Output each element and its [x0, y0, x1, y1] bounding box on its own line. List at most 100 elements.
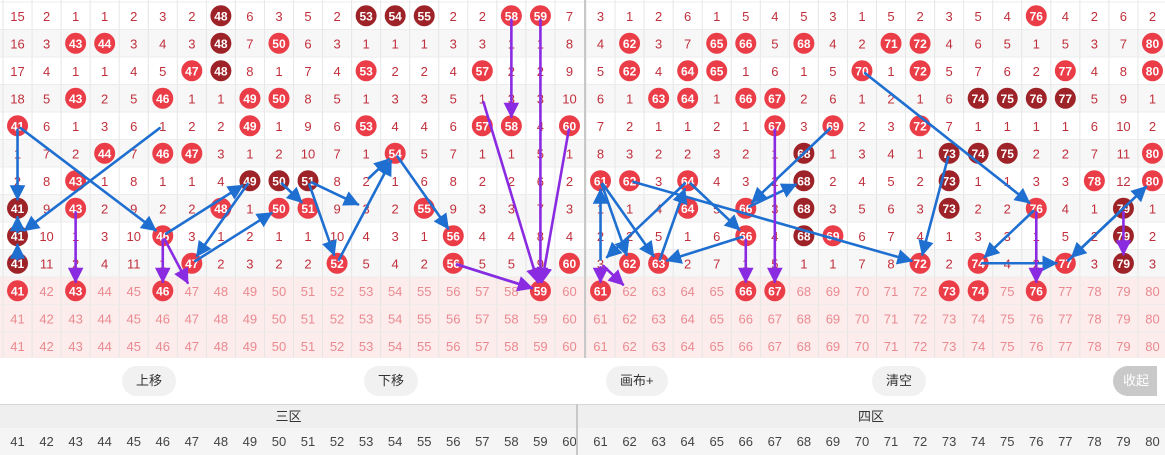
cell-number[interactable]: 2 — [655, 146, 662, 161]
number-ball[interactable] — [909, 252, 931, 274]
cell-number[interactable]: 3 — [421, 91, 428, 106]
cell-number[interactable]: 6 — [1091, 119, 1098, 134]
number-ball[interactable] — [1141, 170, 1163, 192]
cell-number[interactable]: 54 — [388, 339, 402, 354]
cell-number[interactable]: 1 — [1149, 201, 1156, 216]
cell-number[interactable]: 6 — [829, 91, 836, 106]
cell-number[interactable]: 3 — [887, 119, 894, 134]
number-ball[interactable] — [677, 87, 699, 109]
number-ball[interactable] — [152, 87, 174, 109]
number-ball[interactable] — [297, 170, 319, 192]
cell-number[interactable]: 2 — [655, 9, 662, 24]
cell-number[interactable]: 8 — [304, 91, 311, 106]
cell-number[interactable]: 6 — [713, 229, 720, 244]
cell-number[interactable]: 2 — [246, 229, 253, 244]
number-ball[interactable] — [967, 252, 989, 274]
number-ball[interactable] — [1025, 280, 1047, 302]
cell-number[interactable]: 3 — [450, 36, 457, 51]
number-ball[interactable] — [239, 87, 261, 109]
cell-number[interactable]: 56 — [446, 284, 460, 299]
number-ball[interactable] — [793, 32, 815, 54]
cell-number[interactable]: 48 — [214, 284, 228, 299]
cell-number[interactable]: 58 — [504, 284, 518, 299]
cell-number[interactable]: 61 — [593, 339, 607, 354]
cell-number[interactable]: 8 — [43, 174, 50, 189]
cell-number[interactable]: 8 — [450, 174, 457, 189]
cell-number[interactable]: 4 — [1062, 9, 1069, 24]
cell-number[interactable]: 11 — [1117, 146, 1131, 161]
cell-number[interactable]: 4 — [916, 229, 923, 244]
cell-number[interactable]: 69 — [826, 311, 840, 326]
cell-number[interactable]: 7 — [975, 64, 982, 79]
cell-number[interactable]: 4 — [392, 256, 399, 271]
cell-number[interactable]: 79 — [1116, 339, 1130, 354]
cell-number[interactable]: 4 — [392, 119, 399, 134]
cell-number[interactable]: 1 — [188, 91, 195, 106]
cell-number[interactable]: 3 — [713, 146, 720, 161]
cell-number[interactable]: 2 — [101, 91, 108, 106]
cell-number[interactable]: 1 — [101, 64, 108, 79]
footer-number[interactable]: 74 — [970, 434, 986, 449]
cell-number[interactable]: 2 — [479, 9, 486, 24]
cell-number[interactable]: 68 — [797, 339, 811, 354]
cell-number[interactable]: 1 — [1062, 119, 1069, 134]
cell-number[interactable]: 10 — [39, 229, 53, 244]
number-ball[interactable] — [239, 115, 261, 137]
cell-number[interactable]: 1 — [363, 146, 370, 161]
cell-number[interactable]: 2 — [742, 146, 749, 161]
cell-number[interactable]: 6 — [858, 229, 865, 244]
number-ball[interactable] — [65, 170, 87, 192]
footer-number[interactable]: 58 — [504, 434, 519, 449]
cell-number[interactable]: 4 — [597, 36, 604, 51]
cell-number[interactable]: 1 — [421, 36, 428, 51]
cell-number[interactable]: 5 — [800, 9, 807, 24]
cell-number[interactable]: 1 — [800, 64, 807, 79]
cell-number[interactable]: 1 — [246, 201, 253, 216]
cell-number[interactable]: 2 — [421, 64, 428, 79]
cell-number[interactable]: 63 — [651, 311, 665, 326]
footer-number[interactable]: 64 — [680, 434, 695, 449]
cell-number[interactable]: 8 — [1120, 64, 1127, 79]
cell-number[interactable]: 1 — [421, 229, 428, 244]
number-ball[interactable] — [677, 60, 699, 82]
cell-number[interactable]: 5 — [858, 201, 865, 216]
cell-number[interactable]: 7 — [1120, 36, 1127, 51]
cell-number[interactable]: 3 — [800, 119, 807, 134]
cell-number[interactable]: 6 — [130, 119, 137, 134]
cell-number[interactable]: 3 — [1062, 174, 1069, 189]
footer-number[interactable]: 66 — [738, 434, 753, 449]
cell-number[interactable]: 43 — [68, 311, 82, 326]
cell-number[interactable]: 7 — [246, 36, 253, 51]
cell-number[interactable]: 80 — [1145, 339, 1159, 354]
cell-number[interactable]: 11 — [127, 256, 141, 271]
cell-number[interactable]: 4 — [566, 229, 573, 244]
cell-number[interactable]: 6 — [304, 36, 311, 51]
cell-number[interactable]: 3 — [597, 256, 604, 271]
footer-number[interactable]: 63 — [651, 434, 666, 449]
cell-number[interactable]: 2 — [421, 256, 428, 271]
cell-number[interactable]: 76 — [1029, 339, 1043, 354]
cell-number[interactable]: 8 — [130, 174, 137, 189]
cell-number[interactable]: 7 — [946, 119, 953, 134]
cell-number[interactable]: 7 — [1091, 146, 1098, 161]
number-ball[interactable] — [442, 225, 464, 247]
cell-number[interactable]: 7 — [304, 64, 311, 79]
cell-number[interactable]: 48 — [214, 339, 228, 354]
cell-number[interactable]: 2 — [887, 91, 894, 106]
cell-number[interactable]: 6 — [1120, 9, 1127, 24]
footer-number[interactable]: 44 — [97, 434, 112, 449]
cell-number[interactable]: 60 — [562, 284, 576, 299]
cell-number[interactable]: 3 — [479, 36, 486, 51]
number-ball[interactable] — [1141, 60, 1163, 82]
cell-number[interactable]: 49 — [243, 311, 257, 326]
cell-number[interactable]: 2 — [159, 201, 166, 216]
number-grid[interactable]: 15 2 1 1 2 3 2 48 6 3 5 2 53 54 55 2 2 58 59 7 3 1 2 6 1 5 4 5 3 1 5 2 3… — [0, 0, 1165, 358]
cell-number[interactable]: 69 — [826, 339, 840, 354]
cell-number[interactable]: 4 — [43, 64, 50, 79]
move-up-button[interactable]: 上移 — [122, 366, 177, 396]
number-ball[interactable] — [7, 197, 29, 219]
cell-number[interactable]: 4 — [771, 9, 778, 24]
cell-number[interactable]: 15 — [10, 9, 24, 24]
cell-number[interactable]: 51 — [301, 339, 315, 354]
number-ball[interactable] — [384, 5, 406, 27]
